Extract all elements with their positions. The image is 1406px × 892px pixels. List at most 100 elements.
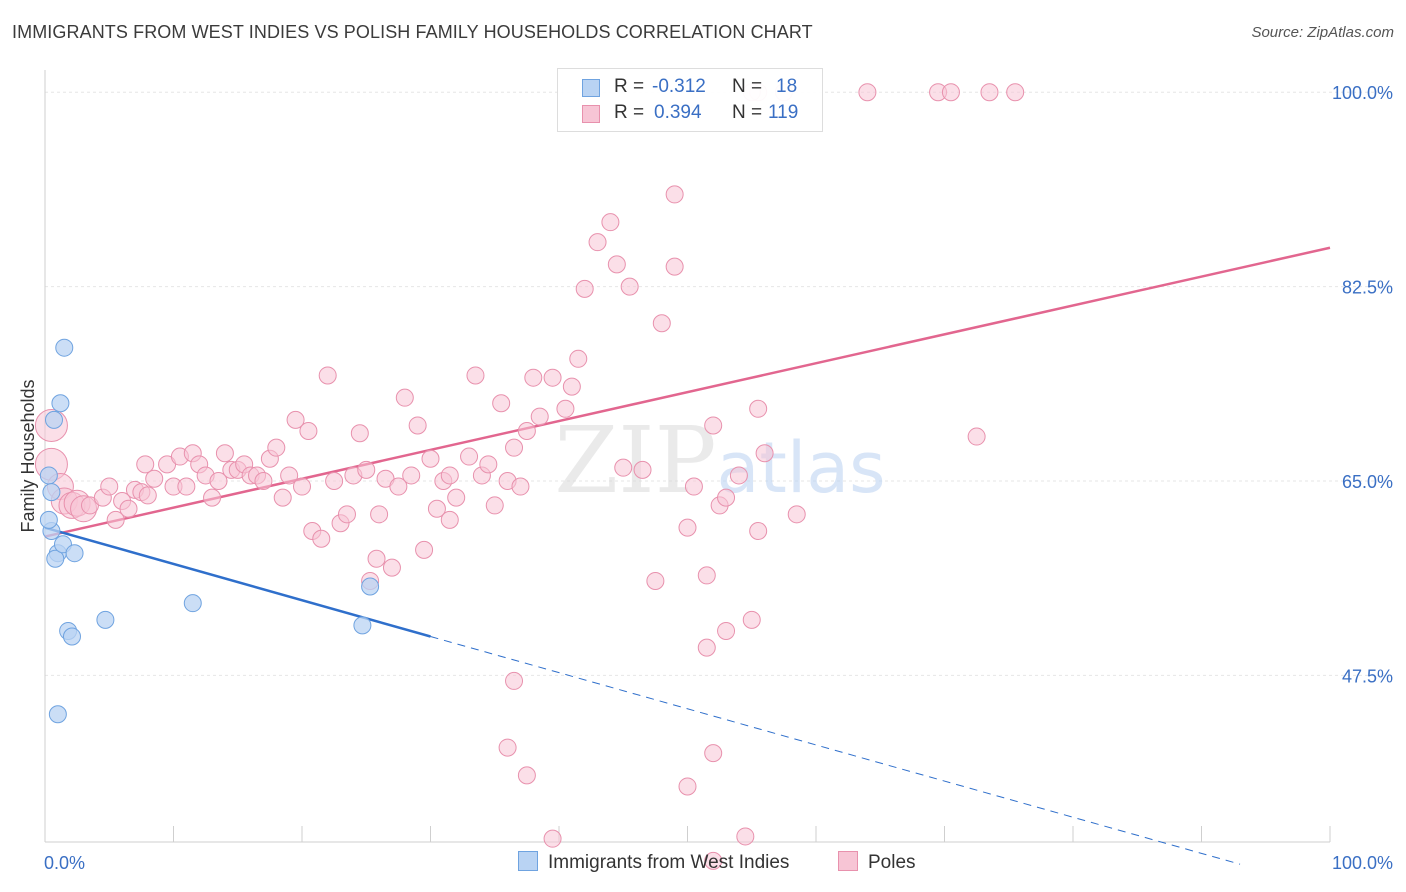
pink-point — [614, 458, 633, 477]
n-value: 18 — [776, 76, 798, 97]
n-value: 119 — [768, 102, 799, 123]
pink-swatch — [582, 105, 600, 123]
pink-point — [678, 777, 697, 796]
pink-point — [588, 233, 607, 252]
pink-point — [402, 466, 421, 485]
pink-point — [633, 460, 652, 479]
pink-point — [607, 255, 626, 274]
pink-point — [543, 368, 562, 387]
r-label: R = — [614, 76, 645, 97]
pink-point — [684, 477, 703, 496]
pink-point — [749, 521, 768, 540]
data-points — [34, 83, 1025, 870]
pink-point — [395, 388, 414, 407]
source-label: Source: ZipAtlas.com — [1251, 24, 1394, 41]
legend-item-west-indies: Immigrants from West Indies — [518, 851, 789, 874]
pink-point — [136, 455, 155, 474]
blue-point — [55, 338, 74, 357]
pink-point — [517, 766, 536, 785]
pink-point — [787, 505, 806, 524]
pink-point — [665, 185, 684, 204]
pink-point — [367, 549, 386, 568]
blue-point — [46, 549, 65, 568]
legend-label-poles: Poles — [868, 852, 916, 873]
legend-label-west-indies: Immigrants from West Indies — [548, 852, 790, 873]
pink-point — [421, 449, 440, 468]
pink-point — [704, 851, 723, 870]
pink-point — [505, 438, 524, 457]
pink-point — [524, 368, 543, 387]
stats-legend: R = -0.312 N = 18 R = 0.394 N = 119 — [557, 68, 823, 132]
pink-point — [652, 314, 671, 333]
pink-point — [729, 466, 748, 485]
pink-point — [382, 558, 401, 577]
pink-point — [717, 488, 736, 507]
blue-point — [51, 394, 70, 413]
pink-point — [267, 438, 286, 457]
blue-point — [39, 510, 58, 529]
r-value: -0.312 — [652, 76, 706, 97]
pink-point — [350, 424, 369, 443]
blue-point — [183, 594, 202, 613]
blue-point — [96, 610, 115, 629]
blue-point — [65, 544, 84, 563]
blue-point — [361, 577, 380, 596]
y-tick-label: 47.5% — [1342, 666, 1393, 686]
watermark: ZIPatlas — [554, 407, 885, 514]
tick-labels: 47.5% 65.0% 82.5% 100.0% 0.0% 100.0% — [44, 83, 1393, 873]
blue-point — [353, 616, 372, 635]
pink-point — [370, 505, 389, 524]
pink-point — [1006, 83, 1025, 102]
pink-legend-swatch — [838, 851, 858, 871]
pink-point — [704, 416, 723, 435]
pink-point — [517, 422, 536, 441]
blue-point — [44, 410, 63, 429]
pink-point — [440, 466, 459, 485]
pink-point — [530, 407, 549, 426]
pink-point — [293, 477, 311, 496]
pink-point — [209, 471, 228, 490]
chart-title: IMMIGRANTS FROM WEST INDIES VS POLISH FA… — [12, 22, 813, 42]
x-tick-label: 100.0% — [1332, 853, 1393, 873]
pink-point — [511, 477, 530, 496]
pink-point — [646, 571, 665, 590]
pink-point — [203, 488, 222, 507]
legend-item-poles: Poles — [838, 851, 916, 874]
pink-point — [408, 416, 427, 435]
pink-point — [575, 279, 594, 298]
x-tick-label: 0.0% — [44, 853, 85, 873]
pink-point — [440, 510, 459, 529]
pink-point — [736, 827, 755, 846]
pink-point — [858, 83, 877, 102]
pink-point — [498, 738, 517, 757]
pink-point — [569, 349, 588, 368]
pink-point — [138, 486, 157, 505]
blue-point — [39, 466, 58, 485]
pink-point — [318, 366, 337, 385]
pink-point — [755, 444, 774, 463]
pink-point — [337, 505, 356, 524]
pink-point — [505, 671, 524, 690]
pink-point — [286, 410, 305, 429]
blue-legend-swatch — [518, 851, 538, 871]
y-tick-label: 82.5% — [1342, 278, 1393, 298]
pink-point — [704, 744, 723, 763]
pink-point — [678, 518, 697, 537]
pink-point — [697, 566, 716, 585]
pink-point — [119, 499, 138, 518]
y-tick-label: 65.0% — [1342, 472, 1393, 492]
blue-trend-extension — [430, 636, 1241, 865]
pink-point — [967, 427, 986, 446]
pink-point — [697, 638, 716, 657]
r-value: 0.394 — [654, 102, 702, 123]
pink-point — [460, 447, 479, 466]
y-axis-label: Family Households — [18, 379, 38, 532]
pink-point — [389, 477, 408, 496]
blue-point — [48, 705, 67, 724]
pink-point — [312, 529, 331, 548]
pink-point — [717, 621, 736, 640]
trend-lines — [44, 246, 1331, 865]
pink-point — [742, 610, 761, 629]
pink-point — [492, 394, 511, 413]
